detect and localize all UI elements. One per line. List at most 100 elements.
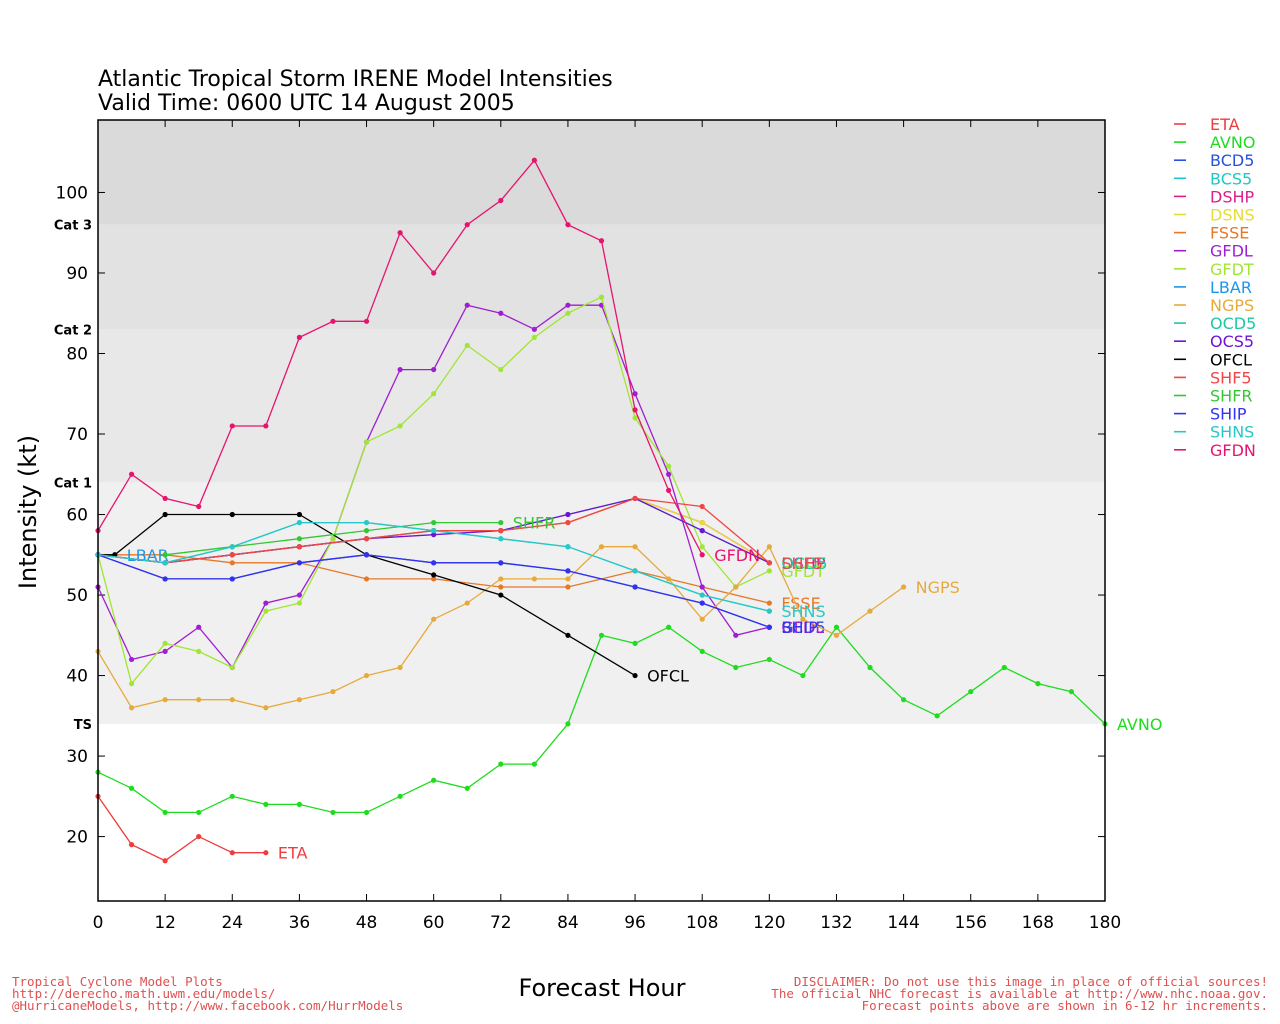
data-point-avno [464,785,470,791]
data-point-shf5 [632,495,638,502]
data-point-avno [1068,689,1075,695]
data-point-shns [363,519,370,526]
data-point-gfdl [666,471,672,477]
x-tick-label: 144 [887,913,919,933]
series-layer: ETAAVNOBCD5DSHPFSSEGFDLGFDTLBARNGPSOCD5O… [95,157,1162,864]
data-point-ngps [867,608,873,614]
data-point-gfdt [263,608,269,614]
data-point-avno [363,809,370,816]
x-tick-label: 84 [557,913,579,933]
data-point-avno [229,793,235,799]
series-end-label: OCD5 [781,554,827,573]
data-point-gfdn [330,318,336,324]
data-point-avno [800,672,806,679]
legend-entry: SHF5 [1210,368,1252,387]
y-tick-label: 90 [66,264,88,284]
data-point-gfdt [498,366,504,373]
data-point-ocs5 [565,511,571,518]
data-point-avno [1001,664,1007,671]
data-point-avno [901,697,907,703]
category-label: Cat 2 [54,323,92,338]
legend-entry: DSHP [1210,187,1255,206]
series-end-label: SHF5 [781,554,823,573]
data-point-ofcl [498,592,504,598]
y-axis-title: Intensity (kt) [14,435,42,589]
data-point-shns [632,568,638,574]
data-point-avno [565,721,571,727]
data-point-gfdt [565,310,571,316]
data-point-ngps [431,616,437,622]
data-point-shns [296,519,302,526]
series-line-shfr [165,521,501,556]
legend-entry: ETA [1210,115,1240,134]
x-tick-label: 24 [221,913,243,933]
footer-credits: Tropical Cyclone Model Plots http://derec… [12,974,403,1012]
data-point-gfdt [598,294,605,300]
legend-entry: LBAR [1210,278,1252,297]
data-point-ocs5 [431,532,437,538]
legend: ETAAVNOBCD5BCS5DSHPDSNSFSSEGFDLGFDTLBARN… [1174,115,1256,460]
data-point-gfdn [128,471,135,477]
legend-entry: GFDT [1210,260,1254,279]
data-point-gfdl [464,302,470,308]
axis-ticks: 0 12 24 36 48 60 72 84 96 108 120 132 144 156 168 180 20… [56,120,1121,933]
data-point-ofcl [632,672,638,679]
data-point-ship [565,568,571,574]
data-point-shf5 [229,552,235,558]
series-end-label: ETA [278,844,308,863]
data-point-ship [766,624,772,630]
series-end-label: GFDT [781,562,825,581]
x-axis-title: Forecast Hour [519,974,686,1002]
data-point-ship [431,560,437,566]
data-point-gfdl [733,632,739,638]
data-point-ngps [699,616,705,622]
data-point-ofcl [431,572,437,578]
data-point-gfdt [196,648,202,655]
data-point-gfdl [632,391,638,397]
data-point-ship [229,576,235,582]
data-point-ngps [733,584,739,590]
y-tick-label: 60 [66,506,88,526]
data-point-shf5 [699,503,705,510]
data-point-avno [934,713,940,719]
data-point-ngps [162,697,168,703]
data-point-avno [699,648,705,655]
series-end-label: SHFR [513,514,556,533]
data-point-dsns [699,519,705,526]
data-point-gfdl [397,366,403,373]
data-point-gfdn [229,423,235,429]
y-tick-label: 30 [66,747,88,767]
data-point-ngps [196,697,202,703]
data-point-gfdl [531,326,537,332]
data-point-shfr [431,519,437,526]
legend-entry: GFDL [1210,242,1253,261]
data-point-avno [632,640,638,646]
legend-entry: OFCL [1210,350,1252,369]
y-tick-label: 100 [56,183,88,203]
data-point-avno [498,761,504,767]
data-point-gfdt [531,334,537,340]
footer-credit-line: Tropical Cyclone Model Plots [12,974,223,989]
data-point-avno [196,809,202,816]
data-point-eta [263,850,269,856]
data-point-shns [229,544,235,550]
data-point-avno [263,801,269,807]
legend-entry: NGPS [1210,296,1254,315]
data-point-ship [498,560,504,566]
data-point-gfdl [498,310,504,316]
data-point-shns [766,608,772,614]
data-point-ship [632,584,638,590]
data-point-gfdn [464,222,470,228]
category-band [98,482,1105,724]
legend-entry: OCS5 [1210,332,1254,351]
data-point-gfdn [498,197,504,204]
data-point-ship [296,560,302,566]
data-point-eta [162,858,168,864]
data-point-gfdn [598,238,605,244]
category-label: TS [74,718,92,733]
category-band [98,329,1105,483]
x-tick-label: 96 [624,913,646,933]
data-point-avno [598,632,605,638]
data-point-fsse [229,560,235,566]
data-point-shns [565,544,571,550]
